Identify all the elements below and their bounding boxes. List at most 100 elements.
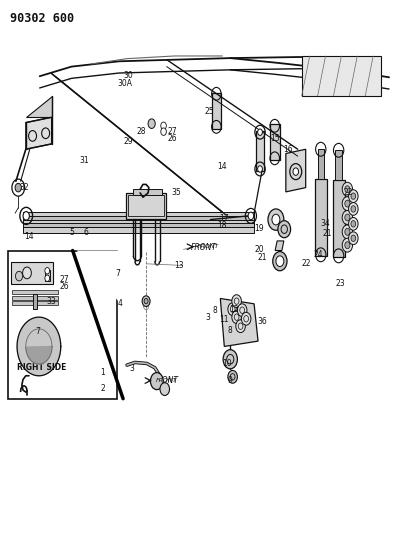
Circle shape: [272, 214, 280, 225]
Polygon shape: [286, 149, 306, 192]
Circle shape: [248, 212, 254, 220]
Circle shape: [349, 232, 358, 245]
Polygon shape: [17, 317, 61, 376]
Text: 16: 16: [283, 145, 293, 154]
Polygon shape: [73, 251, 198, 399]
Text: FRONT: FRONT: [198, 244, 220, 249]
Bar: [12, 296, 58, 300]
Text: 31: 31: [79, 157, 89, 165]
Text: 20: 20: [255, 245, 264, 254]
Circle shape: [45, 275, 50, 281]
Bar: [8, 251, 117, 399]
Bar: [23, 220, 254, 226]
Text: 6: 6: [83, 229, 88, 237]
Circle shape: [349, 203, 358, 215]
Circle shape: [241, 312, 251, 325]
Bar: [270, 124, 280, 160]
Bar: [33, 294, 37, 309]
Circle shape: [236, 320, 245, 333]
Polygon shape: [275, 241, 284, 251]
Polygon shape: [26, 96, 52, 117]
Text: 10: 10: [222, 359, 232, 368]
Text: 21: 21: [257, 253, 267, 262]
Text: 23: 23: [335, 279, 345, 288]
Text: 36: 36: [257, 318, 267, 326]
Circle shape: [161, 128, 166, 135]
Text: 17: 17: [219, 214, 229, 223]
Circle shape: [161, 122, 166, 130]
Bar: [23, 227, 254, 233]
Bar: [335, 150, 342, 180]
Text: 15: 15: [270, 134, 279, 143]
Circle shape: [345, 200, 350, 207]
Bar: [45, 270, 50, 281]
Circle shape: [273, 252, 287, 271]
Circle shape: [232, 311, 241, 324]
Circle shape: [351, 221, 356, 227]
Text: 7: 7: [36, 327, 40, 336]
Circle shape: [349, 217, 358, 230]
Text: 2: 2: [100, 384, 105, 392]
Text: 4: 4: [118, 300, 122, 308]
Circle shape: [228, 370, 237, 383]
Text: 29: 29: [124, 137, 133, 146]
Text: 33: 33: [47, 297, 57, 306]
Text: 5: 5: [69, 228, 74, 237]
Text: 90302 600: 90302 600: [10, 12, 74, 25]
Text: 32: 32: [19, 183, 29, 192]
Circle shape: [144, 298, 148, 304]
Circle shape: [23, 212, 29, 220]
Text: 3: 3: [206, 313, 210, 321]
Text: 1: 1: [100, 368, 105, 376]
Bar: [12, 290, 58, 294]
Bar: [212, 93, 221, 129]
Text: FRONT: FRONT: [156, 378, 177, 383]
Text: 24: 24: [314, 251, 323, 259]
Text: 30: 30: [123, 71, 133, 80]
Circle shape: [345, 214, 350, 221]
Text: 14: 14: [25, 232, 34, 241]
Bar: [11, 262, 53, 284]
Text: 35: 35: [172, 189, 181, 197]
Bar: [23, 212, 254, 219]
Bar: [302, 56, 381, 96]
Polygon shape: [220, 298, 258, 346]
Text: 21: 21: [322, 229, 332, 238]
Circle shape: [228, 303, 237, 316]
Text: RIGHT SIDE: RIGHT SIDE: [17, 364, 66, 372]
Circle shape: [160, 383, 170, 395]
Text: 3: 3: [129, 365, 134, 373]
Bar: [126, 193, 166, 219]
Bar: [23, 216, 254, 222]
Text: 12: 12: [229, 305, 239, 313]
Bar: [133, 189, 162, 195]
Text: 18: 18: [218, 222, 227, 230]
Circle shape: [276, 256, 284, 266]
Circle shape: [351, 206, 356, 212]
Text: FRONT: FRONT: [191, 243, 216, 252]
Circle shape: [15, 183, 21, 192]
Text: 7: 7: [115, 269, 120, 278]
Circle shape: [237, 304, 247, 317]
Text: 25: 25: [205, 108, 214, 116]
Circle shape: [150, 373, 163, 390]
Text: 28: 28: [137, 127, 146, 136]
Text: 14: 14: [218, 162, 227, 171]
Text: 26: 26: [167, 134, 177, 143]
Circle shape: [345, 242, 350, 248]
Circle shape: [342, 211, 353, 224]
Circle shape: [142, 296, 150, 306]
Text: FRONT: FRONT: [153, 376, 179, 385]
Circle shape: [148, 119, 155, 128]
Circle shape: [342, 182, 353, 196]
Circle shape: [345, 186, 350, 192]
Circle shape: [349, 190, 358, 203]
Text: 22: 22: [344, 189, 353, 197]
Text: 34: 34: [320, 220, 330, 228]
Bar: [318, 149, 324, 179]
Circle shape: [293, 168, 299, 175]
Circle shape: [45, 268, 50, 274]
Bar: [23, 223, 254, 230]
Circle shape: [351, 235, 356, 241]
Text: 19: 19: [254, 224, 264, 232]
